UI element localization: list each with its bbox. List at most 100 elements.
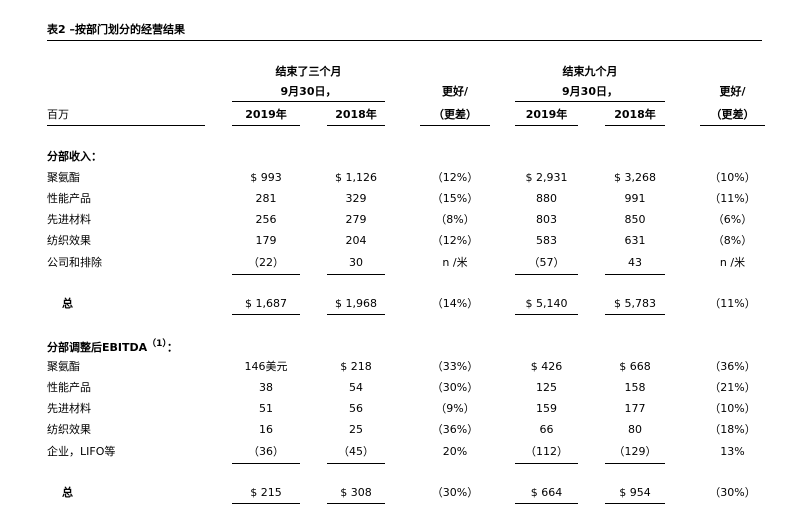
cell: （15%） <box>431 192 479 205</box>
rule <box>605 463 665 464</box>
cell: （45） <box>338 445 374 458</box>
group-header: 9月30日， <box>280 85 337 98</box>
cell: 56 <box>349 402 363 415</box>
cell: （12%） <box>431 171 479 184</box>
row-label: 聚氨酯 <box>47 360 80 373</box>
cell: 54 <box>349 381 363 394</box>
rule <box>232 314 300 315</box>
table-title: 表2 –按部门划分的经营结果 <box>47 23 185 36</box>
row-label: 纺织效果 <box>47 423 91 436</box>
cell: （18%） <box>709 423 756 436</box>
cell: 43 <box>628 256 642 269</box>
rule <box>605 125 665 126</box>
change-header: 更好/ <box>719 85 746 98</box>
cell: （30%） <box>431 381 479 394</box>
cell: （33%） <box>431 360 479 373</box>
cell: $ 218 <box>340 360 372 373</box>
cell: （10%） <box>709 171 756 184</box>
cell: 80 <box>628 423 642 436</box>
rule <box>515 274 578 275</box>
total-cell: $ 664 <box>530 486 563 499</box>
group-header: 9月30日， <box>562 85 618 98</box>
cell: 30 <box>349 256 363 269</box>
cell: （6%） <box>712 213 753 226</box>
rule <box>232 503 300 504</box>
rule <box>700 125 765 126</box>
cell: （112） <box>525 445 568 458</box>
cell: （129） <box>613 445 657 458</box>
rule <box>232 125 300 126</box>
cell: （12%） <box>431 234 479 247</box>
cell: 38 <box>259 381 273 394</box>
cell: 850 <box>624 213 646 226</box>
rule <box>47 125 205 126</box>
change-header: 更好/ <box>441 85 469 98</box>
cell: 13% <box>720 445 745 458</box>
rule <box>327 463 385 464</box>
rule <box>515 503 578 504</box>
cell: （36） <box>248 445 284 458</box>
cell: 159 <box>536 402 557 415</box>
rule <box>327 314 385 315</box>
total-cell: $ 5,783 <box>614 297 656 310</box>
cell: （11%） <box>709 192 756 205</box>
total-cell: （14%） <box>431 297 479 310</box>
cell: 177 <box>624 402 646 415</box>
cell: （10%） <box>709 402 756 415</box>
cell: n /米 <box>719 256 746 269</box>
row-label: 性能产品 <box>47 381 91 394</box>
cell: 179 <box>255 234 277 247</box>
cell: 631 <box>624 234 646 247</box>
cell: 256 <box>255 213 277 226</box>
total-cell: $ 308 <box>340 486 372 499</box>
cell: 125 <box>536 381 557 394</box>
total-cell: $ 5,140 <box>525 297 568 310</box>
heading-text: 分部收入： <box>47 150 102 163</box>
rule <box>327 274 385 275</box>
row-label: 企业，LIFO等 <box>47 445 116 458</box>
cell: （8%） <box>712 234 753 247</box>
cell: 204 <box>345 234 367 247</box>
change-header: （更差） <box>710 108 755 121</box>
total-cell: $ 215 <box>250 486 282 499</box>
rule <box>327 125 385 126</box>
cell: （8%） <box>435 213 475 226</box>
heading-text: 分部调整后EBITDA <box>47 340 148 354</box>
year-header: 2018年 <box>614 108 656 121</box>
row-label: 性能产品 <box>47 192 91 205</box>
total-cell: （11%） <box>709 297 756 310</box>
cell: $ 1,126 <box>335 171 377 184</box>
cell: 583 <box>536 234 557 247</box>
row-label: 纺织效果 <box>47 234 91 247</box>
unit-header: 百万 <box>47 108 69 121</box>
row-label: 公司和排除 <box>47 256 102 269</box>
rule <box>327 503 385 504</box>
cell: $ 3,268 <box>614 171 656 184</box>
row-label: 先进材料 <box>47 213 91 226</box>
rule <box>515 314 578 315</box>
total-cell: $ 1,687 <box>245 297 287 310</box>
heading-suffix: ： <box>166 340 178 354</box>
change-header: （更差） <box>433 108 477 121</box>
cell: 51 <box>259 402 273 415</box>
total-label: 总 <box>62 486 73 499</box>
cell: 158 <box>624 381 646 394</box>
cell: （21%） <box>709 381 756 394</box>
cell: （36%） <box>431 423 479 436</box>
cell: （57） <box>528 256 565 269</box>
footnote-mark: （1） <box>147 339 167 350</box>
rule <box>515 101 665 102</box>
cell: n /米 <box>442 256 468 269</box>
group-header: 结束九个月 <box>562 65 618 78</box>
rule <box>515 125 578 126</box>
cell: 991 <box>624 192 646 205</box>
total-label: 总 <box>62 297 73 310</box>
cell: 329 <box>345 192 367 205</box>
cell: $ 426 <box>530 360 563 373</box>
cell: 146美元 <box>244 360 288 373</box>
title-rule <box>47 40 762 41</box>
total-cell: $ 1,968 <box>335 297 377 310</box>
row-label: 聚氨酯 <box>47 171 80 184</box>
rule <box>605 314 665 315</box>
